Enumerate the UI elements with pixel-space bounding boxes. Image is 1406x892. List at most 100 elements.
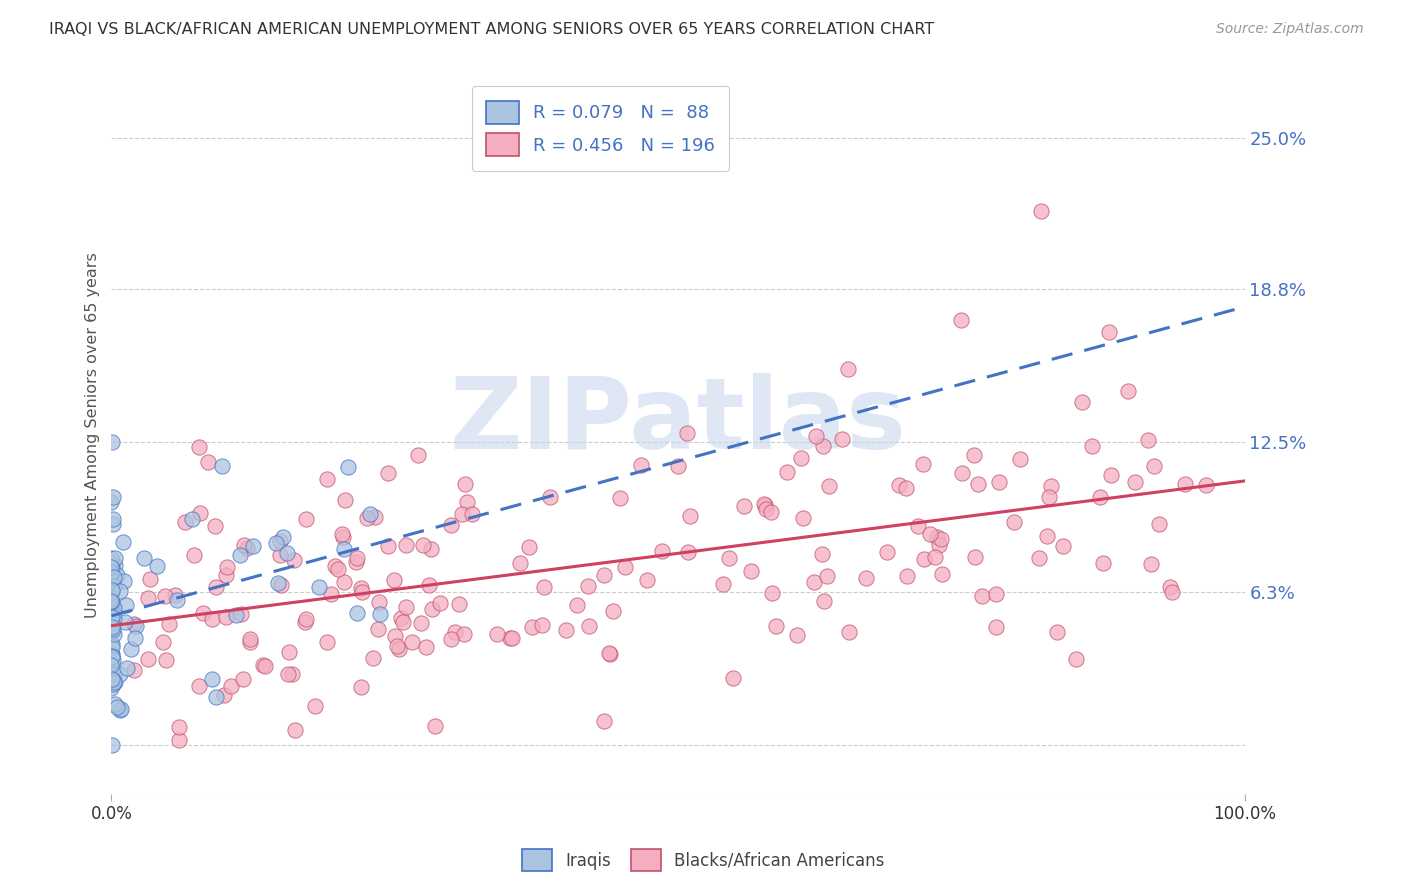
Point: [215, 610, 238, 624]
Point: [609, 491, 631, 506]
Point: [239, 635, 262, 649]
Point: [1143, 458, 1166, 473]
Point: [831, 433, 853, 447]
Point: [100, 560, 122, 574]
Point: [925, 531, 948, 545]
Point: [394, 538, 416, 552]
Point: [211, 458, 233, 473]
Point: [136, 591, 159, 606]
Point: [439, 517, 461, 532]
Point: [187, 440, 209, 454]
Point: [447, 597, 470, 611]
Point: [444, 624, 467, 639]
Point: [233, 538, 256, 552]
Point: [350, 581, 373, 595]
Point: [100, 610, 122, 624]
Point: [838, 625, 860, 640]
Point: [242, 539, 264, 553]
Point: [440, 632, 463, 646]
Point: [114, 615, 136, 629]
Point: [205, 690, 228, 705]
Point: [253, 659, 276, 673]
Point: [101, 620, 124, 634]
Point: [103, 579, 125, 593]
Point: [239, 632, 262, 646]
Point: [887, 478, 910, 492]
Point: [810, 547, 832, 561]
Point: [100, 495, 122, 509]
Point: [453, 477, 475, 491]
Point: [602, 604, 624, 618]
Point: [912, 552, 935, 566]
Point: [346, 606, 368, 620]
Point: [204, 518, 226, 533]
Point: [101, 582, 124, 597]
Point: [333, 575, 356, 590]
Point: [276, 546, 298, 560]
Point: [101, 600, 124, 615]
Point: [124, 631, 146, 645]
Point: [315, 472, 337, 486]
Point: [924, 550, 946, 565]
Point: [101, 648, 124, 663]
Point: [363, 510, 385, 524]
Point: [100, 434, 122, 449]
Point: [675, 426, 697, 441]
Point: [122, 616, 145, 631]
Point: [108, 703, 131, 717]
Point: [103, 490, 125, 504]
Point: [533, 580, 555, 594]
Point: [125, 619, 148, 633]
Point: [332, 530, 354, 544]
Point: [228, 548, 250, 562]
Point: [115, 661, 138, 675]
Point: [972, 590, 994, 604]
Point: [717, 551, 740, 566]
Point: [104, 550, 127, 565]
Point: [101, 624, 124, 639]
Point: [391, 615, 413, 629]
Point: [765, 619, 787, 633]
Point: [100, 550, 122, 565]
Point: [163, 588, 186, 602]
Point: [929, 533, 952, 547]
Point: [217, 559, 239, 574]
Point: [630, 458, 652, 472]
Point: [395, 599, 418, 614]
Point: [1099, 468, 1122, 483]
Point: [205, 580, 228, 594]
Point: [411, 616, 433, 631]
Text: ZIPatlas: ZIPatlas: [450, 373, 907, 470]
Point: [1147, 516, 1170, 531]
Point: [180, 512, 202, 526]
Point: [104, 558, 127, 573]
Point: [593, 714, 616, 728]
Point: [599, 647, 621, 661]
Point: [453, 627, 475, 641]
Point: [367, 595, 389, 609]
Point: [283, 723, 305, 738]
Point: [1123, 475, 1146, 489]
Point: [100, 602, 122, 616]
Point: [1136, 433, 1159, 447]
Text: Source: ZipAtlas.com: Source: ZipAtlas.com: [1216, 22, 1364, 37]
Point: [101, 637, 124, 651]
Point: [389, 611, 412, 625]
Point: [201, 672, 224, 686]
Point: [105, 568, 128, 582]
Point: [212, 688, 235, 702]
Point: [166, 593, 188, 607]
Point: [1174, 476, 1197, 491]
Point: [461, 507, 484, 521]
Point: [676, 545, 699, 559]
Point: [264, 535, 287, 549]
Point: [136, 651, 159, 665]
Point: [359, 508, 381, 522]
Point: [679, 509, 702, 524]
Point: [790, 450, 813, 465]
Point: [101, 584, 124, 599]
Point: [101, 640, 124, 655]
Point: [110, 702, 132, 716]
Point: [356, 510, 378, 524]
Point: [103, 611, 125, 625]
